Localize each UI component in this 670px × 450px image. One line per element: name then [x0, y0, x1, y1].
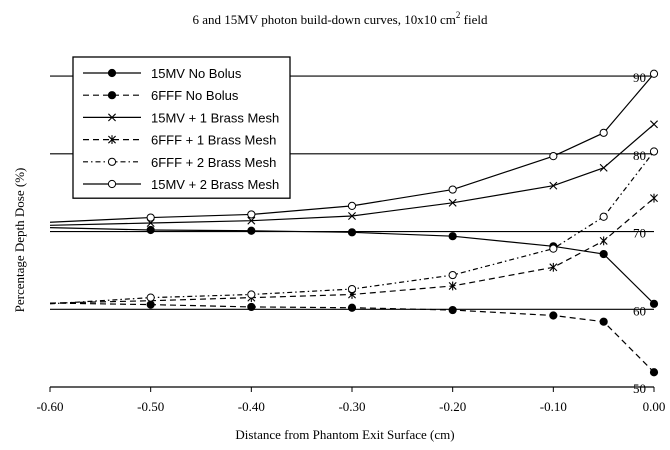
data-point-6fff-2-brass-mesh — [347, 284, 357, 294]
data-point-15mv-no-bolus — [146, 225, 155, 235]
data-point-15mv-2-brass-mesh — [146, 213, 155, 222]
legend-item-15mv-no-bolus: 15MV No Bolus — [83, 66, 242, 81]
data-point-6fff-1-brass-mesh — [599, 236, 608, 246]
data-point-15mv-no-bolus — [347, 228, 357, 237]
legend-label-15mv-1-brass-mesh: 15MV + 1 Brass Mesh — [151, 110, 279, 125]
x-tick-label: 0.00 — [643, 399, 666, 414]
data-point-6fff-no-bolus — [599, 317, 608, 326]
legend-item-6fff-1-brass-mesh: 6FFF + 1 Brass Mesh — [83, 133, 276, 148]
data-point-15mv-2-brass-mesh — [599, 128, 608, 137]
data-point-6fff-no-bolus — [448, 305, 457, 315]
legend-item-6fff-2-brass-mesh: 6FFF + 2 Brass Mesh — [83, 155, 276, 170]
series-15mv-1-brass-mesh — [49, 120, 658, 227]
y-tick-label: 70 — [633, 226, 646, 241]
series-line-15mv-2-brass-mesh — [49, 73, 655, 223]
legend: 15MV No Bolus 6FFF No Bolus 15MV + 1 Brass… — [72, 56, 291, 199]
data-point-6fff-no-bolus — [549, 311, 558, 320]
data-point-6fff-1-brass-mesh — [549, 262, 558, 272]
data-point-6fff-1-brass-mesh — [650, 193, 658, 203]
data-point-15mv-no-bolus — [599, 249, 608, 259]
data-point-6fff-2-brass-mesh — [448, 270, 457, 280]
data-point-6fff-2-brass-mesh — [549, 244, 558, 253]
x-tick-label: -0.60 — [36, 399, 63, 414]
y-tick-label: 80 — [633, 148, 646, 163]
data-point-15mv-no-bolus — [649, 299, 659, 308]
y-tick-label: 60 — [633, 303, 646, 318]
data-point-15mv-no-bolus — [448, 232, 457, 241]
series-line-6fff-1-brass-mesh — [49, 197, 655, 304]
data-point-15mv-2-brass-mesh — [347, 201, 357, 210]
legend-marker-15mv-1-brass-mesh — [108, 113, 116, 122]
x-tick-label: -0.10 — [540, 399, 567, 414]
chart-title: 6 and 15MV photon build-down curves, 10x… — [193, 10, 488, 27]
legend-label-15mv-2-brass-mesh: 15MV + 2 Brass Mesh — [151, 177, 279, 192]
data-point-6fff-1-brass-mesh — [448, 281, 457, 291]
legend-label-6fff-no-bolus: 6FFF No Bolus — [151, 88, 239, 103]
chart-title-suffix: field — [460, 12, 488, 27]
legend-label-6fff-1-brass-mesh: 6FFF + 1 Brass Mesh — [151, 133, 276, 148]
legend-marker-15mv-no-bolus — [107, 68, 117, 78]
data-point-15mv-1-brass-mesh — [549, 181, 558, 190]
x-tick-label: -0.20 — [439, 399, 466, 414]
data-point-6fff-no-bolus — [649, 368, 659, 377]
legend-box — [72, 56, 291, 199]
data-point-6fff-no-bolus — [247, 302, 256, 312]
data-point-6fff-2-brass-mesh — [247, 290, 256, 299]
data-point-15mv-2-brass-mesh — [549, 152, 558, 161]
legend-marker-15mv-2-brass-mesh — [107, 179, 117, 189]
data-point-15mv-1-brass-mesh — [448, 198, 457, 207]
data-point-6fff-no-bolus — [347, 303, 357, 312]
y-tick-label: 50 — [633, 381, 646, 396]
series-layer — [49, 69, 659, 377]
series-line-6fff-no-bolus — [49, 302, 655, 373]
y-tick-label: 90 — [633, 70, 646, 85]
series-6fff-no-bolus — [49, 300, 659, 377]
data-point-15mv-2-brass-mesh — [649, 69, 659, 78]
data-point-6fff-2-brass-mesh — [146, 293, 155, 302]
data-point-15mv-1-brass-mesh — [650, 120, 658, 129]
x-tick-label: -0.40 — [238, 399, 265, 414]
legend-item-6fff-no-bolus: 6FFF No Bolus — [83, 88, 239, 103]
data-point-15mv-2-brass-mesh — [448, 185, 457, 194]
x-tick-label: -0.30 — [338, 399, 365, 414]
series-line-6fff-2-brass-mesh — [49, 151, 655, 305]
legend-item-15mv-2-brass-mesh: 15MV + 2 Brass Mesh — [83, 177, 279, 192]
legend-label-15mv-no-bolus: 15MV No Bolus — [151, 66, 242, 81]
chart-title-main: 6 and 15MV photon build-down curves, 10x… — [193, 12, 456, 27]
legend-item-15mv-1-brass-mesh: 15MV + 1 Brass Mesh — [83, 110, 279, 125]
data-point-6fff-2-brass-mesh — [599, 212, 608, 221]
axes: 50 60 70 80 90 -0.60 -0.50 -0.40 -0.30 -0.20 -0.10… — [36, 70, 665, 414]
legend-marker-6fff-2-brass-mesh — [107, 157, 117, 166]
series-15mv-no-bolus — [49, 225, 659, 308]
data-point-15mv-no-bolus — [247, 226, 256, 235]
data-point-6fff-2-brass-mesh — [649, 147, 659, 156]
series-line-15mv-no-bolus — [49, 227, 655, 305]
data-point-15mv-1-brass-mesh — [247, 216, 256, 225]
y-axis-label: Percentage Depth Dose (%) — [12, 168, 27, 313]
legend-marker-6fff-1-brass-mesh — [108, 135, 116, 144]
x-axis-label: Distance from Phantom Exit Surface (cm) — [235, 427, 454, 442]
data-point-15mv-2-brass-mesh — [247, 210, 256, 219]
series-6fff-2-brass-mesh — [49, 147, 659, 305]
legend-label-6fff-2-brass-mesh: 6FFF + 2 Brass Mesh — [151, 155, 276, 170]
legend-marker-6fff-no-bolus — [107, 91, 117, 100]
chart-title-superscript: 2 — [456, 10, 461, 20]
x-tick-label: -0.50 — [137, 399, 164, 414]
series-line-15mv-1-brass-mesh — [49, 123, 655, 226]
series-15mv-2-brass-mesh — [49, 69, 659, 223]
data-point-15mv-1-brass-mesh — [599, 163, 608, 172]
data-point-15mv-1-brass-mesh — [348, 212, 356, 220]
